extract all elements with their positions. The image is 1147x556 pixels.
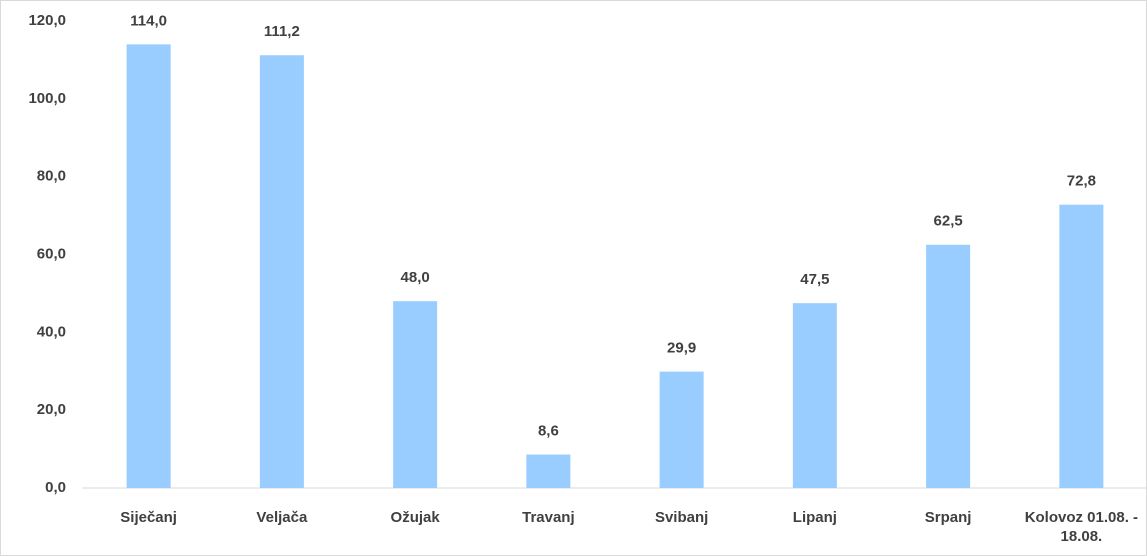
- bar: [526, 454, 571, 488]
- y-tick-label: 20,0: [37, 401, 66, 418]
- bar: [659, 371, 704, 488]
- bar: [1059, 204, 1104, 489]
- y-tick-label: 80,0: [37, 168, 66, 185]
- y-tick-label: 40,0: [37, 323, 66, 340]
- data-label: 47,5: [800, 271, 829, 288]
- bar: [393, 301, 438, 488]
- data-label: 48,0: [401, 269, 430, 286]
- bar: [126, 44, 171, 488]
- data-label: 8,6: [538, 423, 559, 440]
- data-label: 114,0: [130, 12, 167, 29]
- y-tick-label: 60,0: [37, 245, 66, 262]
- bar: [259, 55, 304, 488]
- x-tick-label: Travanj: [522, 509, 575, 526]
- data-label: 29,9: [667, 340, 696, 357]
- data-label: 111,2: [264, 23, 300, 40]
- data-label: 62,5: [934, 213, 963, 230]
- x-tick-label: Veljača: [256, 509, 308, 526]
- x-tick-label: Svibanj: [654, 509, 709, 526]
- x-tick-label: Siječanj: [120, 509, 177, 526]
- x-tick-label: Kolovoz 01.08. - 18.08.: [1024, 509, 1139, 545]
- data-label: 72,8: [1067, 173, 1096, 190]
- x-tick-label: Ožujak: [390, 509, 440, 526]
- y-tick-label: 0,0: [45, 479, 66, 496]
- x-tick-label: Lipanj: [792, 509, 837, 526]
- bar: [792, 303, 837, 488]
- bar: [926, 244, 971, 488]
- x-tick-label: Srpanj: [924, 509, 972, 526]
- y-tick-label: 100,0: [28, 90, 66, 107]
- y-tick-label: 120,0: [28, 12, 66, 29]
